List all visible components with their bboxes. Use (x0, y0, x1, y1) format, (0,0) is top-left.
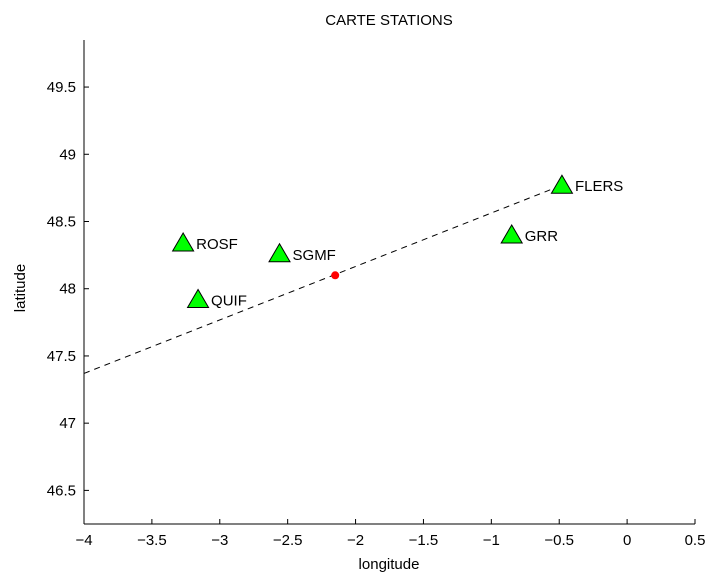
x-tick-label: −0.5 (544, 532, 574, 549)
station-label: QUIF (211, 292, 247, 309)
x-axis-label: longitude (359, 556, 420, 573)
event-point (331, 271, 340, 280)
x-tick-label: −3 (211, 532, 228, 549)
station-marker (186, 288, 210, 308)
chart-title: CARTE STATIONS (325, 12, 453, 29)
station-label: ROSF (196, 236, 238, 253)
station-marker (500, 223, 524, 244)
x-tick-label: −1.5 (409, 532, 439, 549)
y-axis-label: latitude (12, 264, 29, 312)
y-tick-label: 47.5 (47, 348, 76, 365)
x-tick-label: 0.5 (685, 532, 706, 549)
x-tick-label: −2 (347, 532, 364, 549)
x-tick-label: −2.5 (273, 532, 303, 549)
x-tick-label: −3.5 (137, 532, 167, 549)
station-marker (550, 174, 574, 194)
station-marker (171, 232, 195, 252)
station-label: GRR (525, 228, 559, 245)
x-tick-label: −1 (483, 532, 500, 549)
x-tick-label: −4 (75, 532, 92, 549)
y-tick-label: 48.5 (47, 214, 76, 231)
dashed-line (83, 184, 563, 374)
y-tick-label: 46.5 (47, 482, 76, 499)
station-label: FLERS (575, 178, 623, 195)
y-tick-label: 47 (59, 415, 76, 432)
x-tick-label: 0 (623, 532, 631, 549)
y-tick-label: 49 (59, 146, 76, 163)
y-tick-label: 48 (59, 281, 76, 298)
y-tick-label: 49.5 (47, 79, 76, 96)
station-marker (268, 242, 291, 263)
station-label: SGMF (293, 247, 336, 264)
